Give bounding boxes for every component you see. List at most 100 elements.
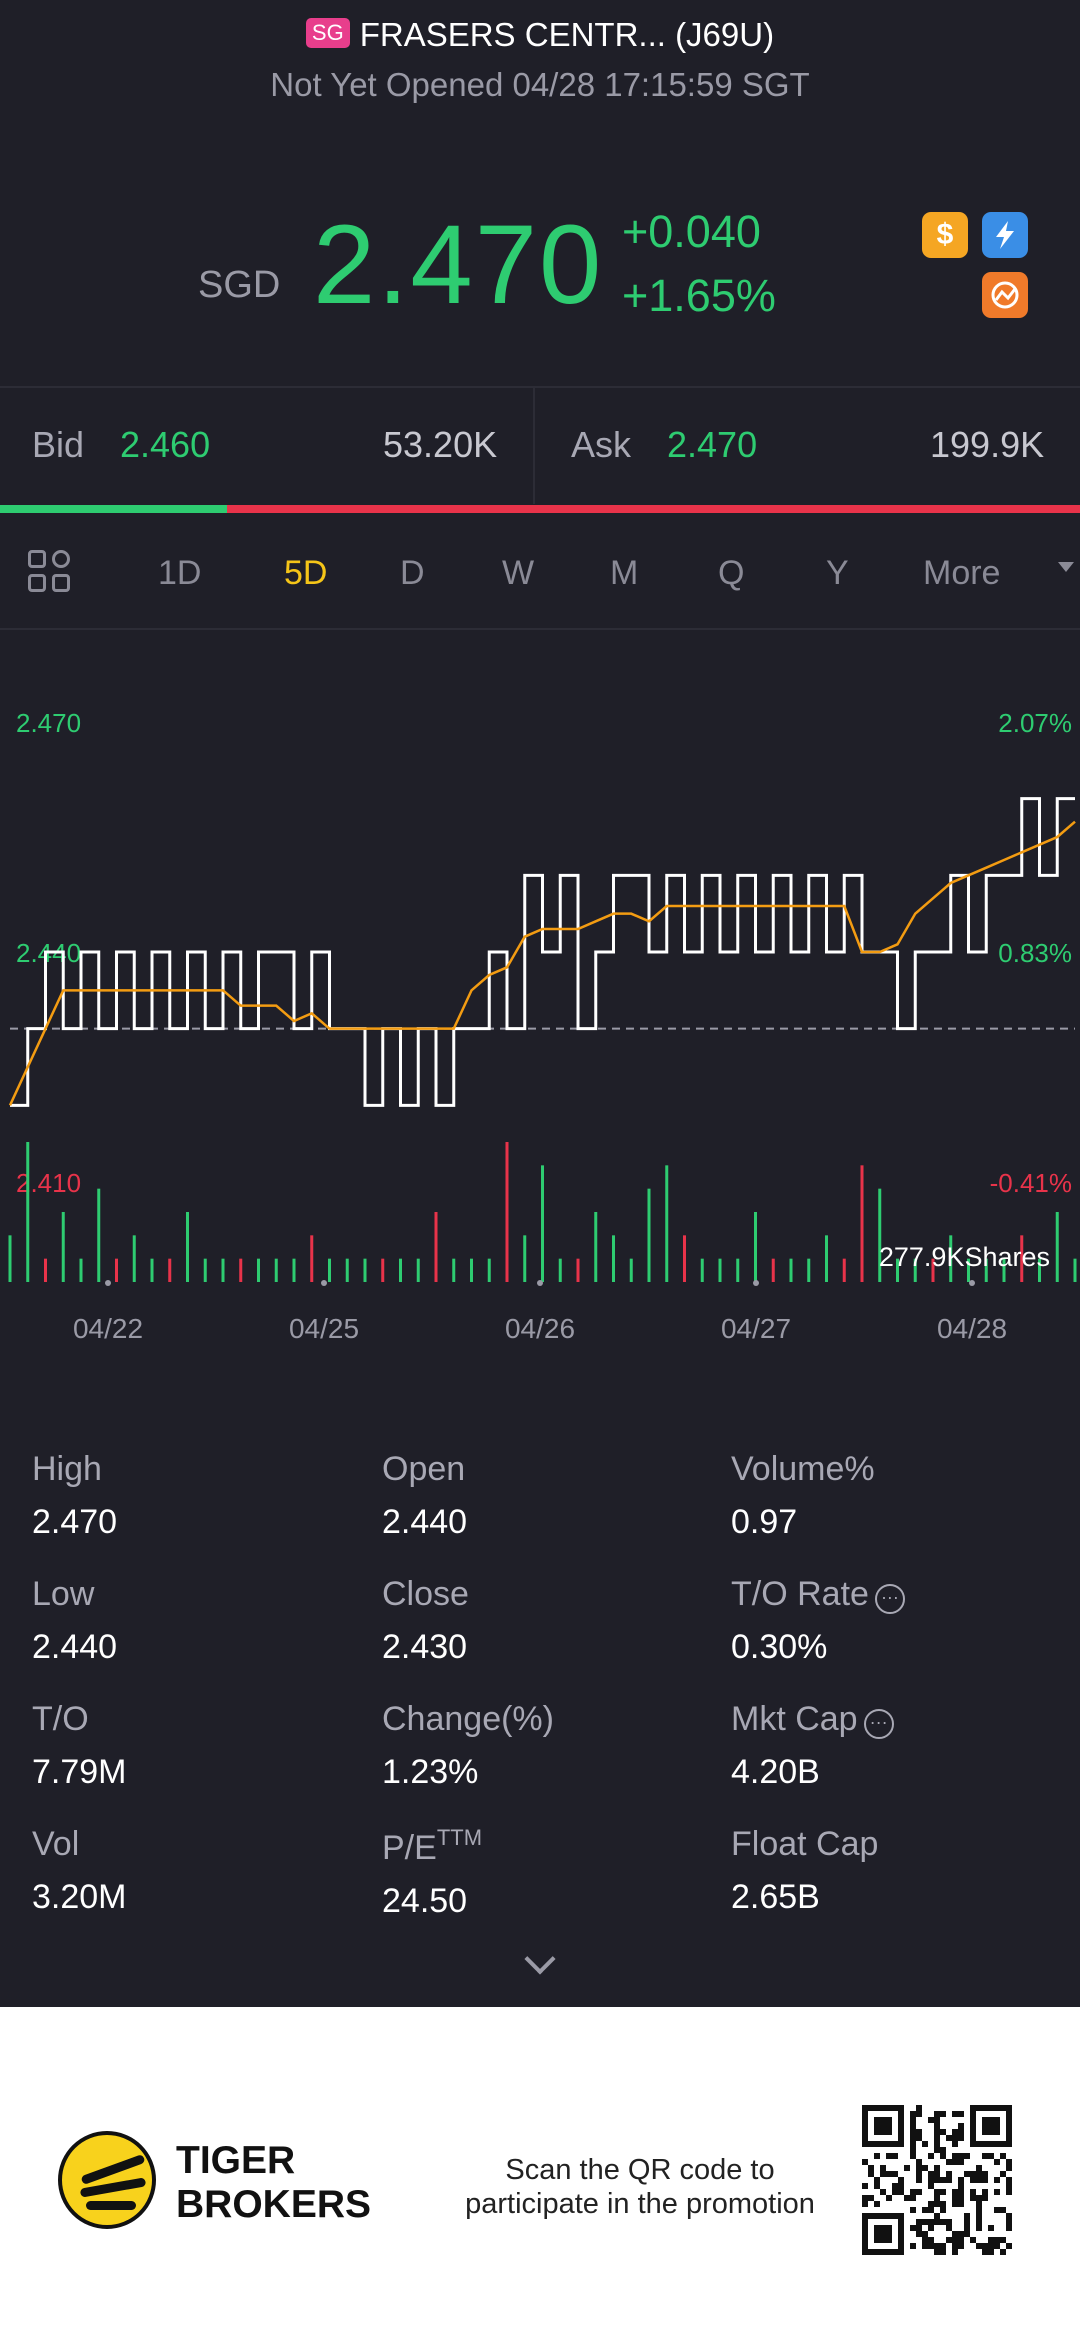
- qr-module: [946, 2177, 952, 2183]
- qr-module: [940, 2189, 946, 2195]
- volume-bar: [487, 1258, 491, 1282]
- tab-m[interactable]: M: [610, 554, 639, 592]
- qr-code[interactable]: [862, 2105, 1012, 2255]
- tab-more[interactable]: More: [923, 554, 1001, 592]
- qr-module: [958, 2123, 964, 2129]
- qr-module: [934, 2195, 940, 2201]
- currency-label: SGD: [198, 264, 281, 306]
- tab-y[interactable]: Y: [826, 554, 849, 592]
- intraday-chart[interactable]: 2.470 2.440 2.410 2.07% 0.83% -0.41% 277.9KSha…: [0, 632, 1080, 1402]
- last-price: 2.470: [313, 202, 604, 327]
- stat-label: T/O Rate: [731, 1575, 869, 1613]
- volume-bar: [629, 1258, 633, 1282]
- qr-module: [910, 2153, 916, 2159]
- y-axis-percent-label: 2.07%: [998, 708, 1072, 738]
- qr-module: [940, 2201, 946, 2207]
- qr-module: [958, 2231, 964, 2237]
- stat-label-superscript: TTM: [436, 1825, 483, 1850]
- stat-close: Close 2.430: [382, 1575, 469, 1667]
- qr-module: [1006, 2189, 1012, 2195]
- layout-grid-icon[interactable]: [28, 550, 72, 594]
- more-info-icon[interactable]: ···: [863, 1709, 894, 1739]
- stat-label: Volume%: [731, 1450, 875, 1488]
- volume-bar: [97, 1188, 101, 1282]
- dollar-icon[interactable]: $: [922, 212, 968, 258]
- ask-ratio-bar: [226, 505, 1080, 513]
- qr-module: [928, 2117, 934, 2123]
- chevron-down-icon[interactable]: [1058, 562, 1074, 572]
- qr-module: [898, 2189, 904, 2195]
- volume-bar: [807, 1258, 811, 1282]
- tiger-logo: [58, 2131, 156, 2229]
- qr-module: [934, 2189, 940, 2195]
- qr-module: [952, 2231, 958, 2237]
- lightning-icon[interactable]: [982, 212, 1028, 258]
- stock-name: FRASERS CENTR... (J69U): [359, 16, 775, 53]
- qr-module: [868, 2165, 874, 2171]
- qr-module: [952, 2201, 958, 2207]
- qr-module: [988, 2237, 994, 2243]
- qr-module: [916, 2105, 922, 2111]
- qr-module: [898, 2183, 904, 2189]
- qr-module: [952, 2243, 958, 2249]
- qr-module: [922, 2141, 928, 2147]
- tab-w[interactable]: W: [502, 554, 535, 592]
- x-tick-dot: [537, 1280, 543, 1286]
- tab-d[interactable]: D: [400, 554, 425, 592]
- volume-bar: [257, 1258, 260, 1282]
- ask-label: Ask: [571, 424, 632, 465]
- chart-badge-icon[interactable]: [982, 272, 1028, 318]
- qr-module: [874, 2183, 880, 2189]
- volume-bar: [399, 1258, 402, 1282]
- more-info-icon[interactable]: ···: [874, 1584, 905, 1614]
- qr-module: [940, 2147, 946, 2153]
- qr-module: [964, 2225, 970, 2231]
- qr-module: [922, 2243, 928, 2249]
- qr-module: [964, 2219, 970, 2225]
- stat-value: 0.97: [731, 1503, 798, 1541]
- stat-label: Vol: [32, 1825, 80, 1863]
- stat-float-cap: Float Cap 2.65B: [731, 1825, 878, 1917]
- qr-module: [964, 2231, 970, 2237]
- volume-bar: [949, 1235, 953, 1282]
- x-tick-dot: [321, 1280, 327, 1286]
- tab-q[interactable]: Q: [718, 554, 745, 592]
- tab-5d[interactable]: 5D: [284, 554, 328, 592]
- qr-module: [934, 2129, 940, 2135]
- qr-module: [934, 2123, 940, 2129]
- qr-module: [880, 2189, 886, 2195]
- volume-bar: [44, 1258, 47, 1282]
- qr-module: [910, 2135, 916, 2141]
- price-change: +0.040: [622, 206, 761, 257]
- x-axis-label: 04/28: [937, 1313, 1007, 1344]
- order-book-summary[interactable]: Bid 2.460 53.20K Ask 2.470 199.9K: [0, 388, 1080, 504]
- stock-title[interactable]: SG FRASERS CENTR... (J69U): [0, 16, 1080, 54]
- qr-module: [904, 2195, 910, 2201]
- qr-module: [934, 2117, 940, 2123]
- x-axis-label: 04/26: [505, 1313, 575, 1344]
- qr-module: [916, 2219, 922, 2225]
- y-axis-percent-label: 0.83%: [998, 938, 1072, 968]
- volume-bar: [984, 1258, 988, 1282]
- volume-bar: [132, 1235, 136, 1282]
- qr-module: [910, 2111, 916, 2117]
- qr-module: [934, 2165, 940, 2171]
- qr-module: [934, 2219, 940, 2225]
- price-change-percent: +1.65%: [622, 270, 776, 321]
- qr-module: [994, 2189, 1000, 2195]
- tab-1d[interactable]: 1D: [158, 554, 202, 592]
- qr-module: [952, 2111, 958, 2117]
- volume-bar: [79, 1258, 83, 1282]
- volume-bar: [292, 1258, 296, 1282]
- qr-module: [964, 2153, 970, 2159]
- stat-volume-percent: Volume% 0.97: [731, 1450, 875, 1542]
- stat-value: 3.20M: [32, 1878, 127, 1916]
- qr-module: [1000, 2171, 1006, 2177]
- qr-module: [958, 2201, 964, 2207]
- qr-module: [958, 2129, 964, 2135]
- bid-ask-separator: [533, 388, 535, 504]
- qr-module: [958, 2135, 964, 2141]
- qr-module: [916, 2111, 922, 2117]
- qr-module: [922, 2219, 928, 2225]
- qr-module: [940, 2243, 946, 2249]
